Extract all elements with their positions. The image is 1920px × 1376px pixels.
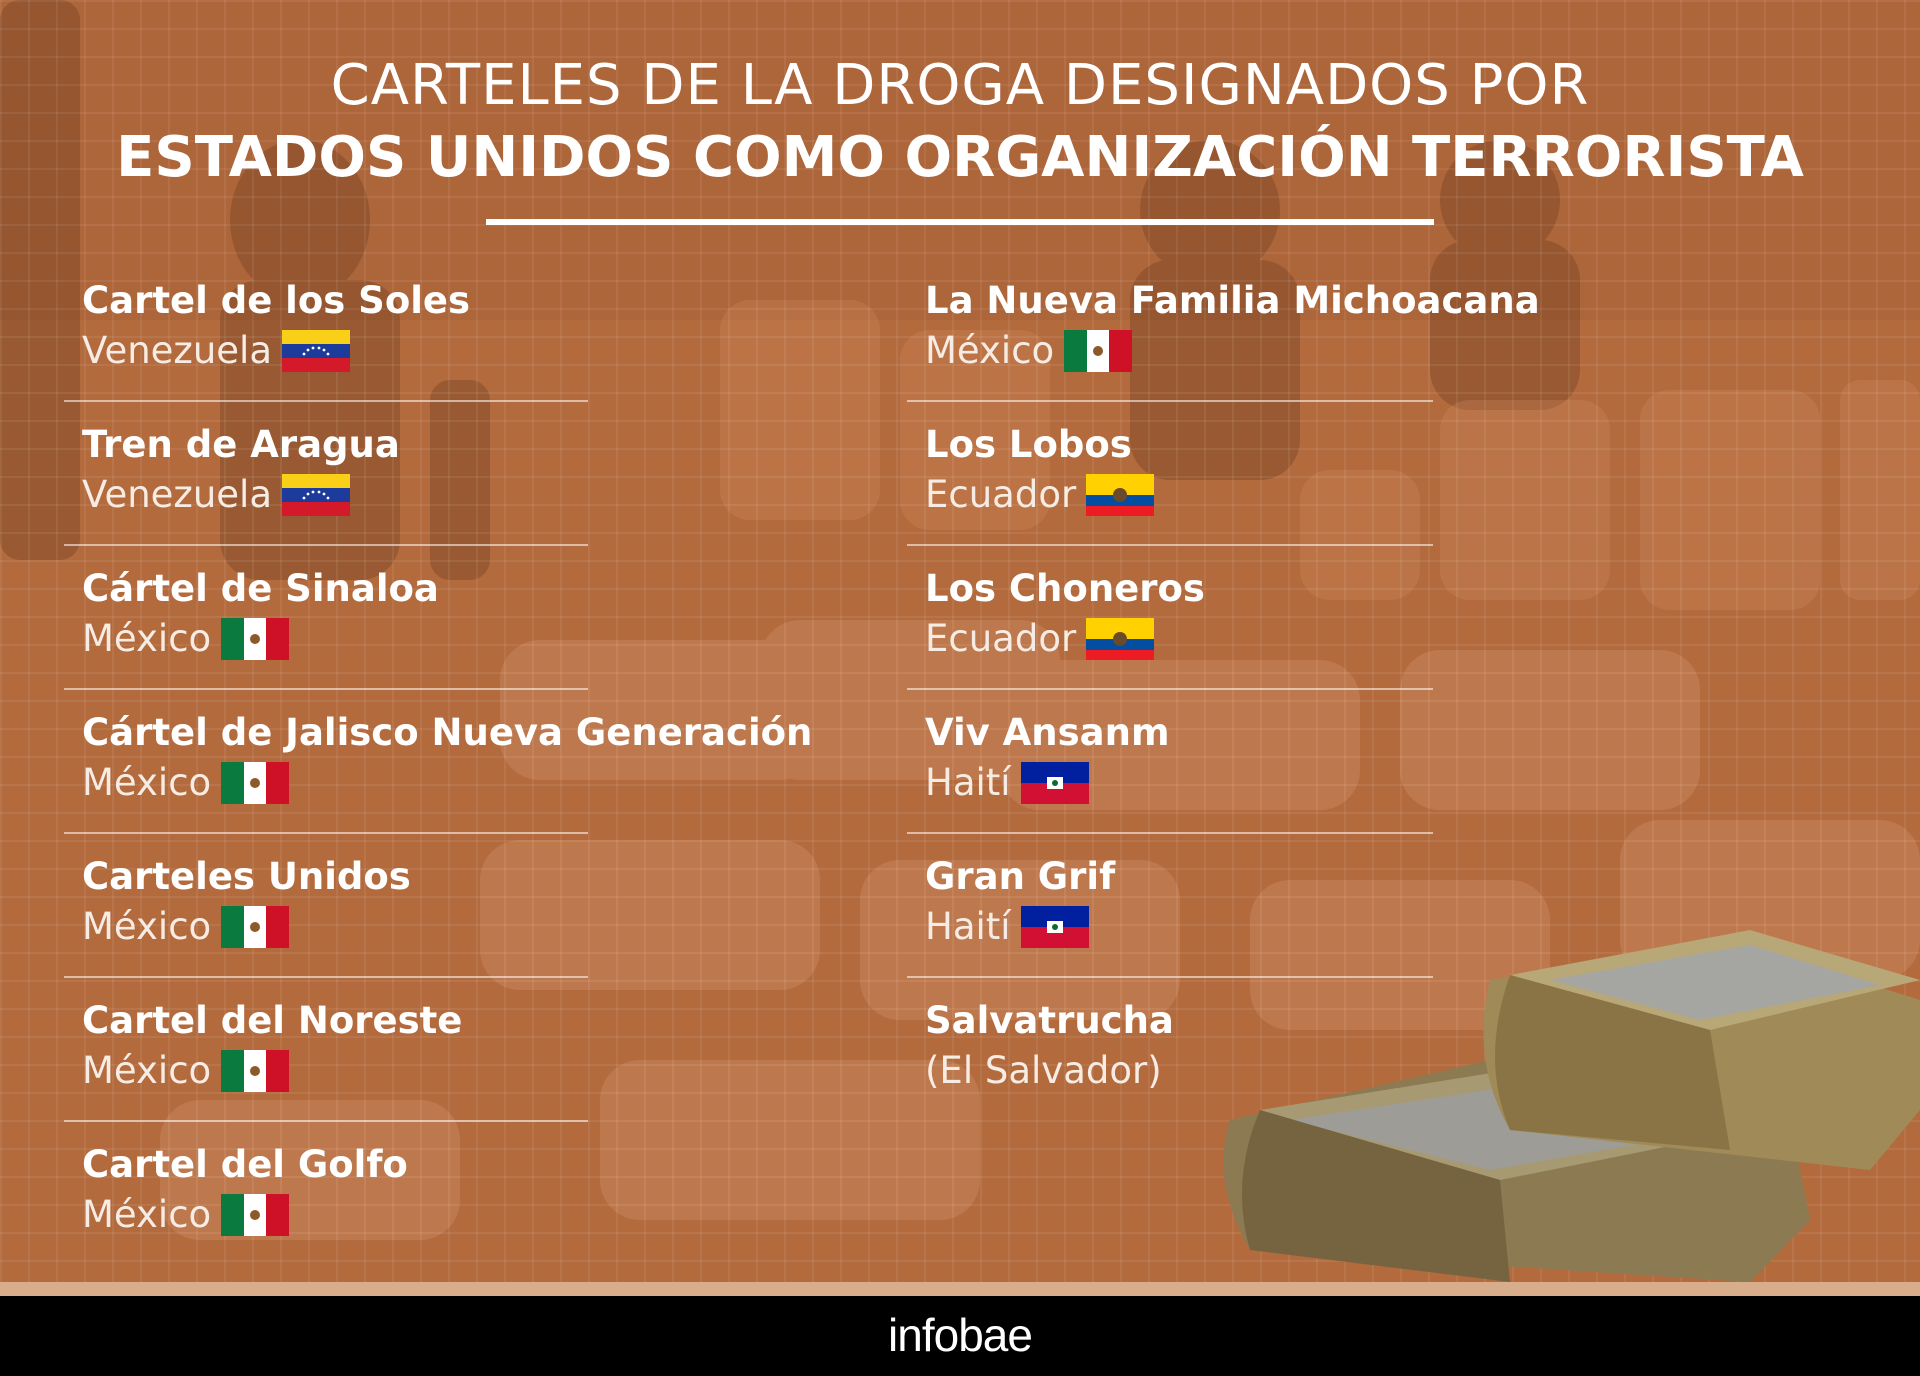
cartel-country: Ecuador — [925, 616, 1155, 662]
cartel-country: México — [82, 904, 290, 950]
cartel-country: México — [82, 760, 290, 806]
cartel-name: Gran Grif — [925, 855, 1116, 898]
cartel-country: Venezuela — [82, 472, 351, 518]
country-name: México — [925, 329, 1055, 372]
cartel-country: Haití — [925, 904, 1089, 950]
entry-divider — [64, 976, 588, 978]
country-name: Ecuador — [925, 473, 1077, 516]
haiti-flag-icon — [1020, 906, 1089, 948]
entry-divider — [907, 688, 1433, 690]
cartel-country: Haití — [925, 760, 1089, 806]
entry-divider — [907, 400, 1433, 402]
mexico-flag-icon — [221, 1194, 290, 1236]
title-line-1: CARTELES DE LA DROGA DESIGNADOS POR — [330, 53, 1590, 118]
entry-divider — [907, 544, 1433, 546]
mexico-flag-icon — [1064, 330, 1133, 372]
brand-logo[interactable]: infobae — [888, 1309, 1033, 1361]
mexico-flag-icon — [221, 618, 290, 660]
cartel-country: Venezuela — [82, 328, 351, 374]
cartel-country: México — [925, 328, 1133, 374]
entry-divider — [64, 688, 588, 690]
title-line-2: ESTADOS UNIDOS COMO ORGANIZACIÓN TERRORI… — [116, 125, 1804, 190]
entry-divider — [907, 832, 1433, 834]
cartel-name: Tren de Aragua — [82, 423, 400, 466]
country-name: Haití — [925, 761, 1011, 804]
cartel-name: Salvatrucha — [925, 999, 1174, 1042]
page-title: CARTELES DE LA DROGA DESIGNADOS POR ESTA… — [0, 52, 1920, 194]
cartel-name: Los Lobos — [925, 423, 1132, 466]
entry-divider — [907, 976, 1433, 978]
country-name: México — [82, 1049, 212, 1092]
haiti-flag-icon — [1020, 762, 1089, 804]
mexico-flag-icon — [221, 1050, 290, 1092]
mexico-flag-icon — [221, 906, 290, 948]
country-name: Venezuela — [82, 329, 273, 372]
entry-divider — [64, 1120, 588, 1122]
cartel-name: Los Choneros — [925, 567, 1205, 610]
cartel-name: Cartel del Noreste — [82, 999, 463, 1042]
ecuador-flag-icon — [1086, 474, 1155, 516]
cartel-name: Cártel de Jalisco Nueva Generación — [82, 711, 813, 754]
country-name: (El Salvador) — [925, 1049, 1162, 1092]
cartel-country: Ecuador — [925, 472, 1155, 518]
cartel-country: México — [82, 616, 290, 662]
entry-divider — [64, 544, 588, 546]
drug-packages-image — [1223, 930, 1920, 1282]
infographic-poster: CARTELES DE LA DROGA DESIGNADOS POR ESTA… — [0, 0, 1920, 1282]
country-name: México — [82, 761, 212, 804]
cartel-country: México — [82, 1192, 290, 1238]
entry-divider — [64, 832, 588, 834]
cartel-name: Cartel de los Soles — [82, 279, 471, 322]
title-divider — [486, 219, 1434, 225]
cartel-country: (El Salvador) — [925, 1048, 1162, 1094]
cartel-name: Cártel de Sinaloa — [82, 567, 439, 610]
venezuela-flag-icon — [282, 474, 351, 516]
background-photo — [0, 0, 1920, 1240]
cartel-name: Cartel del Golfo — [82, 1143, 408, 1186]
footer-accent-strip — [0, 1282, 1920, 1296]
country-name: México — [82, 1193, 212, 1236]
venezuela-flag-icon — [282, 330, 351, 372]
country-name: Ecuador — [925, 617, 1077, 660]
mexico-flag-icon — [221, 762, 290, 804]
cartel-name: Carteles Unidos — [82, 855, 411, 898]
ecuador-flag-icon — [1086, 618, 1155, 660]
country-name: México — [82, 905, 212, 948]
entry-divider — [64, 400, 588, 402]
footer-bar: infobae — [0, 1296, 1920, 1376]
cartel-name: Viv Ansanm — [925, 711, 1170, 754]
country-name: México — [82, 617, 212, 660]
country-name: Venezuela — [82, 473, 273, 516]
country-name: Haití — [925, 905, 1011, 948]
cartel-name: La Nueva Familia Michoacana — [925, 279, 1540, 322]
cartel-country: México — [82, 1048, 290, 1094]
